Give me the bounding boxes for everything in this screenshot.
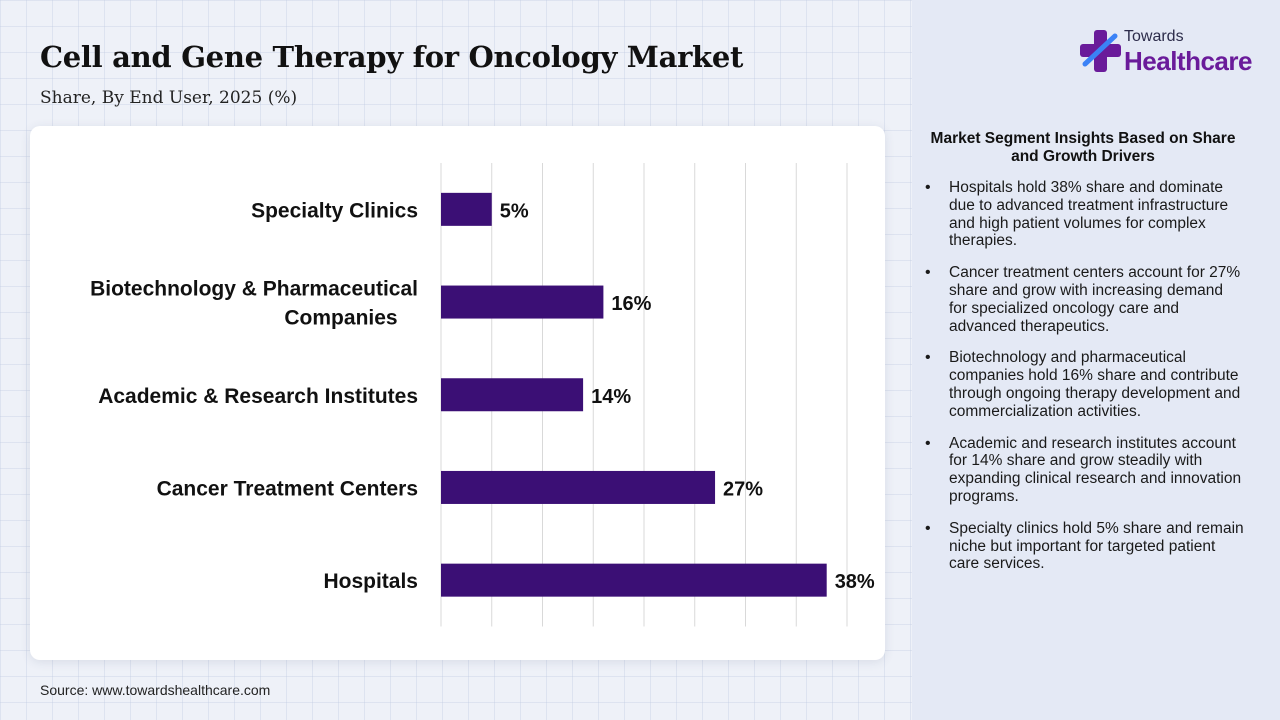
bar (441, 563, 827, 597)
left-area: Cell and Gene Therapy for Oncology Marke… (30, 40, 885, 698)
data-label: 14% (591, 386, 631, 408)
bar (441, 470, 716, 504)
category-label-line: Cancer Treatment Centers (157, 477, 418, 500)
insight-item: Academic and research institutes account… (925, 435, 1245, 506)
category-label: Cancer Treatment Centers (157, 477, 418, 500)
logo-top-text: Towards (1124, 28, 1184, 45)
category-label: Academic & Research Institutes (98, 385, 418, 408)
insight-item: Specialty clinics hold 5% share and rema… (925, 520, 1245, 573)
insight-item: Cancer treatment centers account for 27%… (925, 264, 1245, 335)
insight-item: Hospitals hold 38% share and dominate du… (925, 179, 1245, 250)
data-label: 16% (611, 293, 651, 315)
data-label: 27% (723, 478, 763, 500)
insight-item: Biotechnology and pharmaceutical compani… (925, 349, 1245, 420)
category-label: Biotechnology & Pharmaceutical Companies (90, 278, 418, 330)
insights-list: Hospitals hold 38% share and dominate du… (925, 179, 1245, 587)
bar (441, 285, 604, 319)
bar (441, 378, 584, 412)
logo: Towards Healthcare (1080, 28, 1260, 78)
category-label: Hospitals (323, 570, 418, 593)
bar-chart: 5% Specialty Clinics 16% Biotechnology & Ph… (90, 163, 875, 627)
category-label-line: Biotechnology & Pharmaceutical (90, 278, 418, 301)
data-label: 5% (500, 200, 529, 222)
cross-logo-icon (1080, 30, 1121, 72)
page-subtitle: Share, By End User, 2025 (%) (40, 88, 298, 108)
category-label-line: Hospitals (323, 570, 418, 593)
bar (441, 192, 492, 226)
page-title: Cell and Gene Therapy for Oncology Marke… (40, 40, 744, 74)
category-label-line: Specialty Clinics (251, 199, 418, 222)
category-label-line: Companies (284, 307, 397, 330)
category-label: Specialty Clinics (251, 199, 418, 222)
category-label-line: Academic & Research Institutes (98, 385, 418, 408)
source-text: Source: www.towardshealthcare.com (40, 682, 271, 698)
insights-title: Market Segment Insights Based on Share a… (930, 130, 1236, 165)
chart-card: 5% Specialty Clinics 16% Biotechnology & Ph… (30, 126, 885, 660)
data-label: 38% (835, 571, 875, 593)
logo-main-text: Healthcare (1124, 46, 1252, 76)
